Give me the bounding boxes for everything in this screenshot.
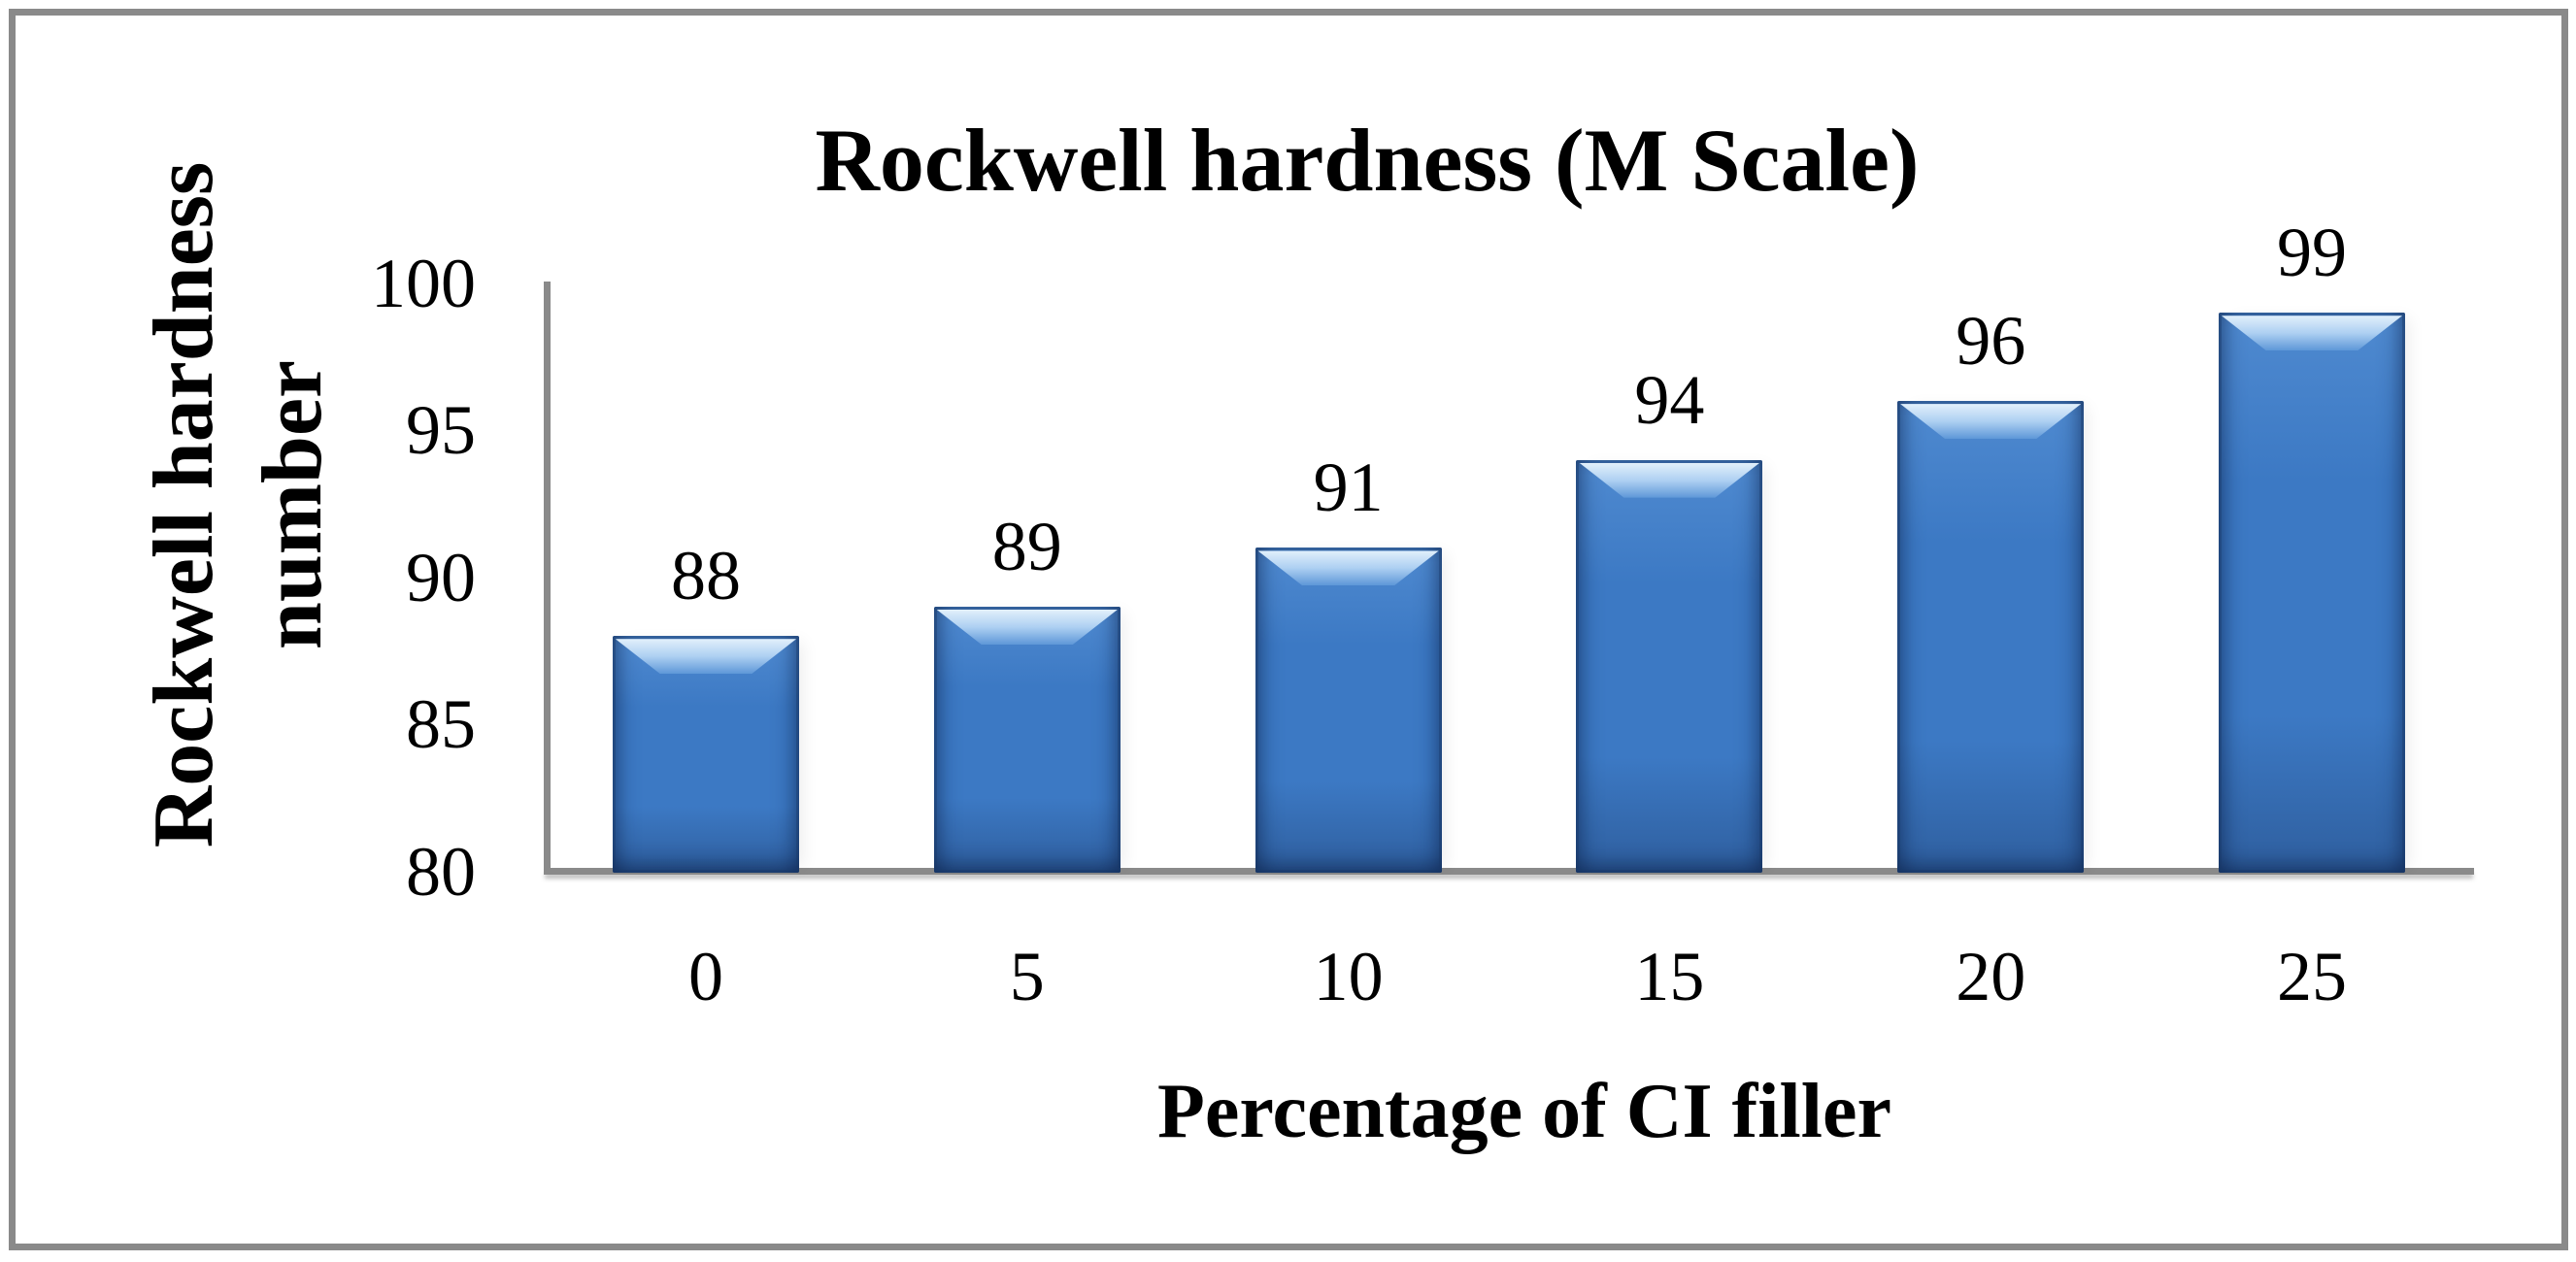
bar-value-label: 94	[1634, 360, 1705, 439]
x-axis-title: Percentage of CI filler	[1157, 1069, 1891, 1154]
bar	[613, 636, 799, 874]
x-tick-label: 15	[1634, 938, 1705, 1015]
bar-top-bevel-highlight	[616, 639, 796, 674]
bar-top-bevel-highlight	[2222, 316, 2402, 350]
y-axis-line	[544, 282, 551, 875]
x-tick-label: 0	[688, 938, 723, 1015]
bar-value-label: 96	[1956, 302, 2026, 381]
y-tick-label: 80	[406, 832, 476, 911]
bar-value-label: 99	[2277, 214, 2347, 292]
y-axis-title-line: Rockwell hardness	[137, 161, 231, 848]
x-axis-line	[544, 868, 2474, 875]
bar-top-bevel-highlight	[1579, 463, 1759, 498]
y-tick-label: 90	[406, 538, 476, 616]
bar	[1897, 401, 2085, 874]
y-tick-label: 95	[406, 391, 476, 470]
bar	[2219, 313, 2405, 874]
y-tick-label: 100	[371, 245, 476, 322]
y-tick-label: 85	[406, 685, 476, 764]
bar-top-bevel-highlight	[937, 610, 1118, 645]
bar-value-label: 88	[671, 537, 741, 615]
x-tick-label: 10	[1313, 938, 1384, 1015]
bar-top-bevel-highlight	[1258, 550, 1439, 585]
chart-title: Rockwell hardness (M Scale)	[815, 111, 1920, 210]
bar-value-label: 91	[1313, 448, 1384, 527]
bar-top-bevel-highlight	[1900, 404, 2081, 439]
bar	[933, 607, 1121, 874]
bar	[1255, 548, 1442, 874]
x-tick-label: 20	[1956, 938, 2026, 1015]
x-tick-label: 25	[2277, 938, 2347, 1015]
x-tick-label: 5	[1009, 938, 1045, 1015]
bar-value-label: 89	[991, 508, 1062, 586]
bar	[1576, 459, 1763, 874]
